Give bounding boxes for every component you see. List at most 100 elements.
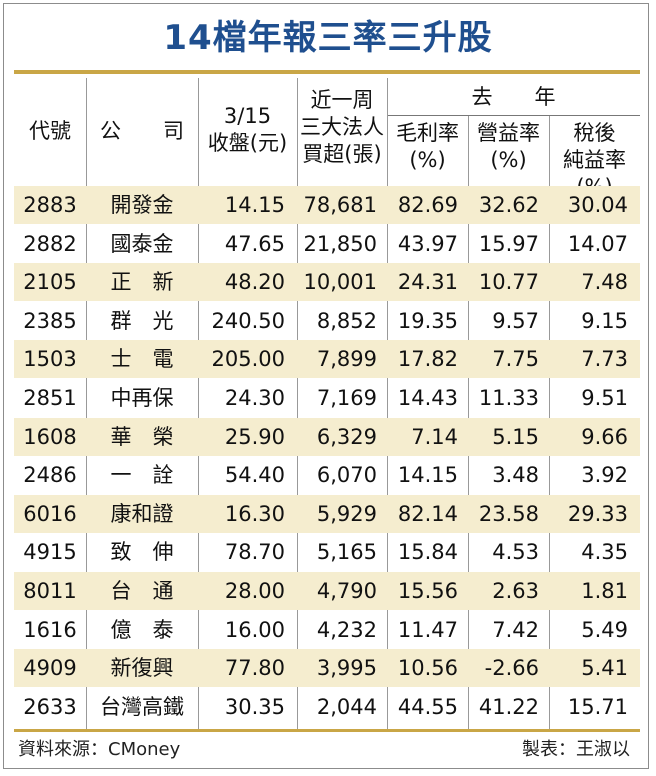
table-row: 1503 士 電 205.00 7,899 17.82 7.75 7.73 — [14, 340, 640, 379]
operating-margin: 32.62 — [478, 193, 539, 217]
table-frame — [3, 3, 649, 769]
col-divider — [387, 78, 388, 729]
operating-margin: 10.77 — [478, 270, 539, 295]
col-divider — [86, 78, 87, 729]
close-price: 25.90 — [224, 424, 285, 449]
operating-margin: 15.97 — [478, 231, 539, 256]
company-name: 新復興 — [110, 656, 174, 681]
close-price: 240.50 — [211, 308, 285, 333]
stock-code: 6016 — [23, 501, 77, 526]
close-price: 205.00 — [211, 347, 285, 372]
table-row: 2883 開發金 14.15 78,681 82.69 32.62 30.04 — [14, 186, 640, 224]
stock-code: 1503 — [23, 347, 77, 372]
gross-margin: 82.14 — [397, 501, 458, 526]
company-name: 群 光 — [110, 308, 174, 333]
company-name: 正 新 — [110, 270, 174, 295]
net-margin: 15.71 — [567, 694, 628, 719]
gross-margin: 7.14 — [411, 424, 458, 449]
close-price: 24.30 — [224, 386, 285, 410]
header-gross-margin: 毛利率 (%) — [387, 120, 468, 174]
institutional-net-buy: 7,899 — [316, 347, 377, 372]
header-operating-margin-l1: 營益率 — [477, 121, 540, 145]
source-note: 資料來源：CMoney — [18, 739, 181, 760]
header-close: 3/15 收盤(元) — [198, 103, 297, 157]
table-row: 1608 華 榮 25.90 6,329 7.14 5.15 9.66 — [14, 417, 640, 456]
stock-code: 2486 — [23, 463, 77, 488]
operating-margin: 9.57 — [492, 308, 539, 333]
company-name: 台 通 — [110, 579, 174, 603]
close-price: 47.65 — [224, 231, 285, 256]
table-row: 2385 群 光 240.50 8,852 19.35 9.57 9.15 — [14, 302, 640, 340]
institutional-net-buy: 2,044 — [316, 694, 377, 719]
close-price: 78.70 — [224, 540, 285, 565]
close-price: 28.00 — [224, 579, 285, 603]
institutional-net-buy: 6,329 — [316, 424, 377, 449]
stock-code: 1616 — [23, 617, 77, 642]
gross-margin: 17.82 — [397, 347, 458, 372]
institutional-net-buy: 4,232 — [316, 617, 377, 642]
table-row: 8011 台 通 28.00 4,790 15.56 2.63 1.81 — [14, 572, 640, 610]
net-margin: 7.48 — [581, 270, 628, 295]
header-institutional-l1: 近一周 — [310, 88, 374, 112]
stock-code: 4915 — [23, 540, 77, 565]
net-margin: 14.07 — [567, 231, 628, 256]
company-name: 台灣高鐵 — [100, 694, 184, 719]
header-last-year: 去 年 — [471, 85, 556, 109]
net-margin: 1.81 — [581, 579, 628, 603]
institutional-net-buy: 10,001 — [303, 270, 377, 295]
header-institutional-l3: 買超(張) — [302, 142, 382, 166]
credit-note: 製表：王淑以 — [522, 739, 630, 760]
bottom-divider — [14, 729, 640, 732]
table-row: 2105 正 新 48.20 10,001 24.31 10.77 7.48 — [14, 263, 640, 302]
net-margin: 4.35 — [581, 540, 628, 565]
stock-code: 2385 — [23, 308, 77, 333]
stock-code: 2851 — [23, 386, 77, 410]
operating-margin: 23.58 — [478, 501, 539, 526]
close-price: 30.35 — [224, 694, 285, 719]
gross-margin: 43.97 — [397, 231, 458, 256]
stock-code: 4909 — [23, 656, 77, 681]
institutional-net-buy: 4,790 — [316, 579, 377, 603]
company-name: 康和證 — [110, 501, 174, 526]
stock-code: 2882 — [23, 231, 77, 256]
institutional-net-buy: 5,929 — [316, 501, 377, 526]
header-operating-margin-l2: (%) — [490, 148, 527, 172]
header-institutional-l2: 三大法人 — [300, 115, 384, 139]
stock-code: 2105 — [23, 270, 77, 295]
stock-code: 8011 — [23, 579, 77, 603]
stock-code: 2633 — [23, 694, 77, 719]
operating-margin: 5.15 — [492, 424, 539, 449]
last-year-underline — [387, 115, 640, 116]
table-row: 2851 中再保 24.30 7,169 14.43 11.33 9.51 — [14, 379, 640, 417]
net-margin: 30.04 — [567, 193, 628, 217]
operating-margin: 7.75 — [492, 347, 539, 372]
institutional-net-buy: 21,850 — [303, 231, 377, 256]
top-divider — [14, 70, 640, 74]
col-divider — [198, 78, 199, 729]
institutional-net-buy: 6,070 — [316, 463, 377, 488]
net-margin: 9.66 — [581, 424, 628, 449]
company-name: 致 伸 — [110, 540, 174, 565]
table-row: 2486 一 詮 54.40 6,070 14.15 3.48 3.92 — [14, 456, 640, 494]
gross-margin: 82.69 — [397, 193, 458, 217]
gross-margin: 14.15 — [397, 463, 458, 488]
gross-margin: 24.31 — [397, 270, 458, 295]
stock-code: 2883 — [23, 193, 77, 217]
close-price: 16.00 — [224, 617, 285, 642]
operating-margin: 4.53 — [492, 540, 539, 565]
close-price: 16.30 — [224, 501, 285, 526]
table-row: 1616 億 泰 16.00 4,232 11.47 7.42 5.49 — [14, 611, 640, 649]
company-name: 華 榮 — [110, 424, 174, 449]
operating-margin: 7.42 — [492, 617, 539, 642]
header-gross-margin-l2: (%) — [409, 148, 446, 172]
net-margin: 29.33 — [567, 501, 628, 526]
institutional-net-buy: 3,995 — [316, 656, 377, 681]
gross-margin: 19.35 — [397, 308, 458, 333]
net-margin: 9.51 — [581, 386, 628, 410]
close-price: 48.20 — [224, 270, 285, 295]
gross-margin: 44.55 — [397, 694, 458, 719]
header-close-unit: 收盤(元) — [207, 131, 288, 155]
company-name: 一 詮 — [110, 463, 174, 488]
operating-margin: 11.33 — [478, 386, 539, 410]
close-price: 14.15 — [224, 193, 285, 217]
